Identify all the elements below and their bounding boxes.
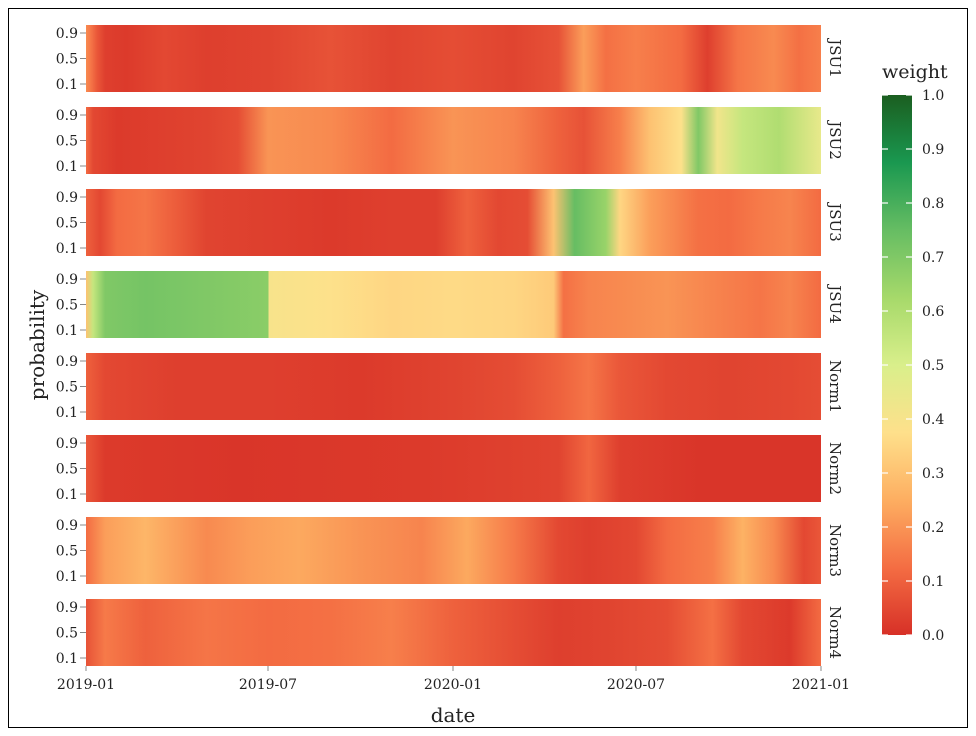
- legend-ticks: 0.0 0.1 0.2 0.3 0.4 0.5 0.6 0.7 0.8 0.9 1.0: [882, 88, 944, 644]
- strip-label-jsu2: JSU2: [826, 119, 844, 159]
- panel-jsu3-heatmap: [86, 189, 821, 256]
- legend-tick-label: 0.3: [922, 466, 944, 482]
- y-tick-label: 0.1: [56, 241, 78, 257]
- y-tick-label: 0.1: [56, 651, 78, 667]
- y-tick-label: 0.9: [56, 26, 78, 42]
- y-tick-label: 0.9: [56, 190, 78, 206]
- legend-tick-label: 0.4: [922, 412, 944, 428]
- legend-tick-label: 0.8: [922, 196, 944, 212]
- panel-norm3-heatmap: [86, 517, 821, 584]
- y-tick-label: 0.9: [56, 108, 78, 124]
- strip-label-norm1: Norm1: [826, 360, 844, 413]
- panel-jsu3: 0.9 0.5 0.1 JSU3: [56, 189, 844, 257]
- panel-jsu4: 0.9 0.5 0.1 JSU4: [56, 271, 844, 339]
- y-axis-title: probability: [25, 289, 49, 400]
- y-tick-label: 0.1: [56, 77, 78, 93]
- legend-title: weight: [882, 61, 948, 83]
- y-tick-label: 0.1: [56, 323, 78, 339]
- legend-tick-label: 0.6: [922, 304, 944, 320]
- legend-tick-label: 0.9: [922, 142, 944, 158]
- heatmap-panels: 0.90.50.1JSU10.90.50.1JSU20.90.50.1JSU30…: [56, 25, 844, 667]
- y-tick-label: 0.9: [56, 354, 78, 370]
- legend-tick-label: 0.5: [922, 358, 944, 374]
- panel-norm1-heatmap: [86, 353, 821, 420]
- panel-norm2-heatmap: [86, 435, 821, 502]
- x-tick-label: 2020-01: [424, 677, 482, 693]
- y-tick-label: 0.9: [56, 436, 78, 452]
- legend-tick-label: 0.7: [922, 250, 944, 266]
- legend-tick-label: 0.0: [922, 628, 944, 644]
- y-tick-label: 0.5: [56, 544, 78, 560]
- strip-label-jsu3: JSU3: [826, 201, 844, 241]
- panel-jsu2: 0.9 0.5 0.1 JSU2: [56, 107, 844, 175]
- x-tick-label: 2019-07: [239, 677, 297, 693]
- x-axis: 2019-01 2019-07 2020-01 2020-07 2021-01: [57, 666, 850, 693]
- y-tick-label: 0.9: [56, 272, 78, 288]
- y-tick-label: 0.5: [56, 462, 78, 478]
- x-tick-label: 2019-01: [57, 677, 115, 693]
- y-tick-label: 0.5: [56, 626, 78, 642]
- panel-norm3: 0.9 0.5 0.1 Norm3: [56, 517, 844, 585]
- y-tick-label: 0.5: [56, 134, 78, 150]
- y-tick-label: 0.1: [56, 159, 78, 175]
- strip-label-jsu4: JSU4: [826, 283, 844, 323]
- y-tick-label: 0.5: [56, 298, 78, 314]
- panel-norm4: 0.9 0.5 0.1 Norm4: [56, 599, 844, 667]
- panel-norm2: 0.9 0.5 0.1 Norm2: [56, 435, 844, 503]
- x-tick-label: 2020-07: [607, 677, 665, 693]
- strip-label-norm3: Norm3: [826, 524, 844, 577]
- y-tick-label: 0.5: [56, 52, 78, 68]
- y-tick-label: 0.9: [56, 600, 78, 616]
- panel-jsu1-heatmap: [86, 25, 821, 92]
- x-tick-label: 2021-01: [792, 677, 850, 693]
- panel-norm4-heatmap: [86, 599, 821, 666]
- strip-label-norm4: Norm4: [826, 606, 844, 659]
- panel-jsu1: 0.9 0.5 0.1 JSU1: [56, 25, 844, 93]
- y-tick-label: 0.5: [56, 380, 78, 396]
- figure-border: [8, 8, 968, 728]
- weight-legend: weight 0.0 0.1 0.2 0.3 0.4 0.5 0.6 0.7 0.8 0.9 1.0: [882, 61, 948, 644]
- y-tick-label: 0.1: [56, 569, 78, 585]
- legend-tick-label: 0.1: [922, 574, 944, 590]
- legend-tick-label: 0.2: [922, 520, 944, 536]
- y-tick-label: 0.1: [56, 405, 78, 421]
- x-axis-title: date: [431, 703, 476, 727]
- strip-label-jsu1: JSU1: [826, 37, 844, 77]
- panel-norm1: 0.9 0.5 0.1 Norm1: [56, 353, 844, 421]
- panel-jsu2-heatmap: [86, 107, 821, 174]
- y-tick-label: 0.1: [56, 487, 78, 503]
- y-tick-label: 0.9: [56, 518, 78, 534]
- panel-jsu4-heatmap: [86, 271, 821, 338]
- strip-label-norm2: Norm2: [826, 442, 844, 495]
- legend-tick-label: 1.0: [922, 88, 944, 104]
- y-tick-label: 0.5: [56, 216, 78, 232]
